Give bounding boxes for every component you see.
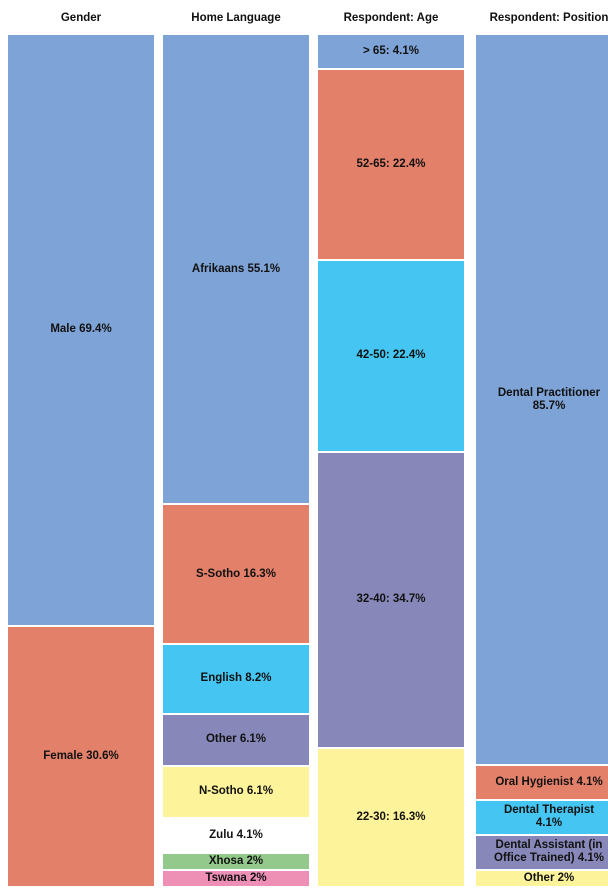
segment-label: Zulu 4.1% [209, 828, 263, 841]
bar-segment: Afrikaans 55.1% [163, 35, 309, 504]
bar-segment: 52-65: 22.4% [318, 70, 464, 260]
segment-label: 22-30: 16.3% [356, 810, 426, 823]
segment-label: 32-40: 34.7% [356, 593, 426, 606]
bar-segment: Other 6.1% [163, 714, 309, 765]
bar-segment: 42-50: 22.4% [318, 261, 464, 451]
bar-segment: Xhosa 2% [163, 853, 309, 869]
bar-segment: Dental Practitioner 85.7% [476, 35, 608, 765]
column-title: Respondent: Age [343, 12, 439, 24]
segment-label: Tswana 2% [205, 871, 267, 884]
segment-label: 42-50: 22.4% [356, 349, 426, 362]
bar-segment: Female 30.6% [8, 626, 154, 886]
segment-label: > 65: 4.1% [363, 45, 419, 57]
segment-label: Dental Practitioner 85.7% [497, 386, 601, 412]
bar-segment: 22-30: 16.3% [318, 748, 464, 886]
segment-label: N-Sotho 6.1% [198, 785, 274, 798]
bar-segment: S-Sotho 16.3% [163, 505, 309, 643]
bar-segment: Other 2% [476, 870, 608, 886]
bar-segment: N-Sotho 6.1% [163, 766, 309, 817]
bar-segment: Male 69.4% [8, 35, 154, 625]
segment-label: English 8.2% [200, 672, 272, 685]
column-title: Gender [60, 12, 102, 24]
bar-segment: Dental Therapist 4.1% [476, 800, 608, 834]
bar-segment: Dental Assistant (in Office Trained) 4.1… [476, 835, 608, 869]
segment-label: Afrikaans 55.1% [191, 262, 281, 275]
bar-segment: Tswana 2% [163, 870, 309, 886]
bar-segment: Zulu 4.1% [163, 818, 309, 852]
segment-label: Xhosa 2% [208, 854, 264, 867]
segment-label: Oral Hygienist 4.1% [495, 776, 603, 788]
segment-label: Other 2% [523, 871, 575, 884]
bar-segment: English 8.2% [163, 644, 309, 713]
bar-segment: 32-40: 34.7% [318, 452, 464, 747]
segment-label: 52-65: 22.4% [356, 158, 426, 171]
segment-label: Male 69.4% [50, 323, 112, 336]
column-title: Respondent: Position [489, 12, 608, 24]
column-title: Home Language [191, 12, 281, 24]
segment-label: S-Sotho 16.3% [196, 567, 276, 580]
segment-label: Female 30.6% [43, 749, 119, 762]
bar-segment: > 65: 4.1% [318, 35, 464, 68]
segment-label: Dental Therapist 4.1% [503, 804, 595, 830]
bar-segment: Oral Hygienist 4.1% [476, 766, 608, 799]
segment-label: Other 6.1% [205, 733, 267, 746]
segment-label: Dental Assistant (in Office Trained) 4.1… [494, 839, 604, 865]
